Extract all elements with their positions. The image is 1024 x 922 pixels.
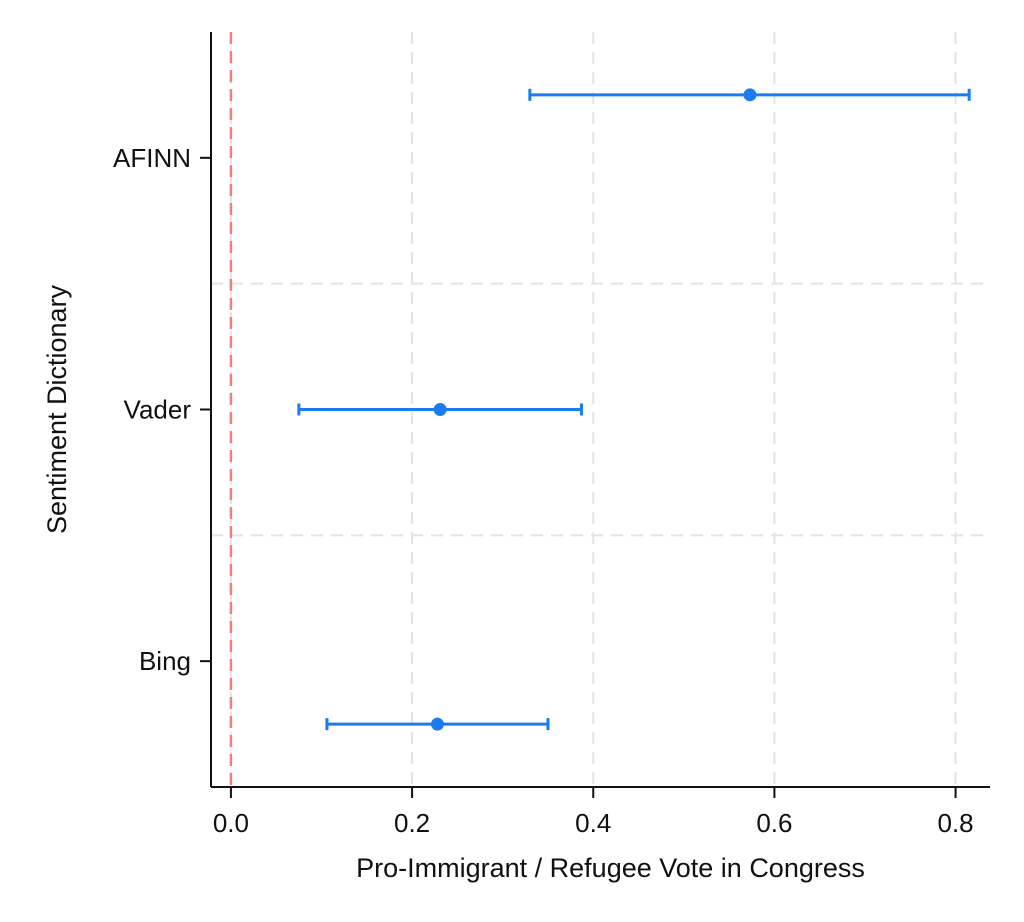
x-tick-label: 0.0 xyxy=(213,808,249,838)
y-tick-label-vader: Vader xyxy=(124,395,192,425)
x-tick-label: 0.4 xyxy=(575,808,611,838)
y-tick-label-afinn: AFINN xyxy=(113,143,191,173)
point-estimate-vader xyxy=(433,403,447,416)
error-bars xyxy=(297,88,971,731)
y-axis-title: Sentiment Dictionary xyxy=(42,284,72,534)
x-tick-label: 0.2 xyxy=(394,808,430,838)
x-tick-label: 0.6 xyxy=(756,808,792,838)
point-estimate-afinn xyxy=(743,88,757,102)
x-axis-title: Pro-Immigrant / Refugee Vote in Congress xyxy=(356,853,865,883)
grid-lines xyxy=(211,32,990,787)
point-estimate-bing xyxy=(430,717,444,731)
y-axis-ticks: AFINN Vader Bing xyxy=(113,143,211,676)
x-tick-label: 0.8 xyxy=(938,808,974,838)
y-tick-label-bing: Bing xyxy=(139,646,191,676)
x-axis-ticks: 0.0 0.2 0.4 0.6 0.8 xyxy=(213,787,974,838)
